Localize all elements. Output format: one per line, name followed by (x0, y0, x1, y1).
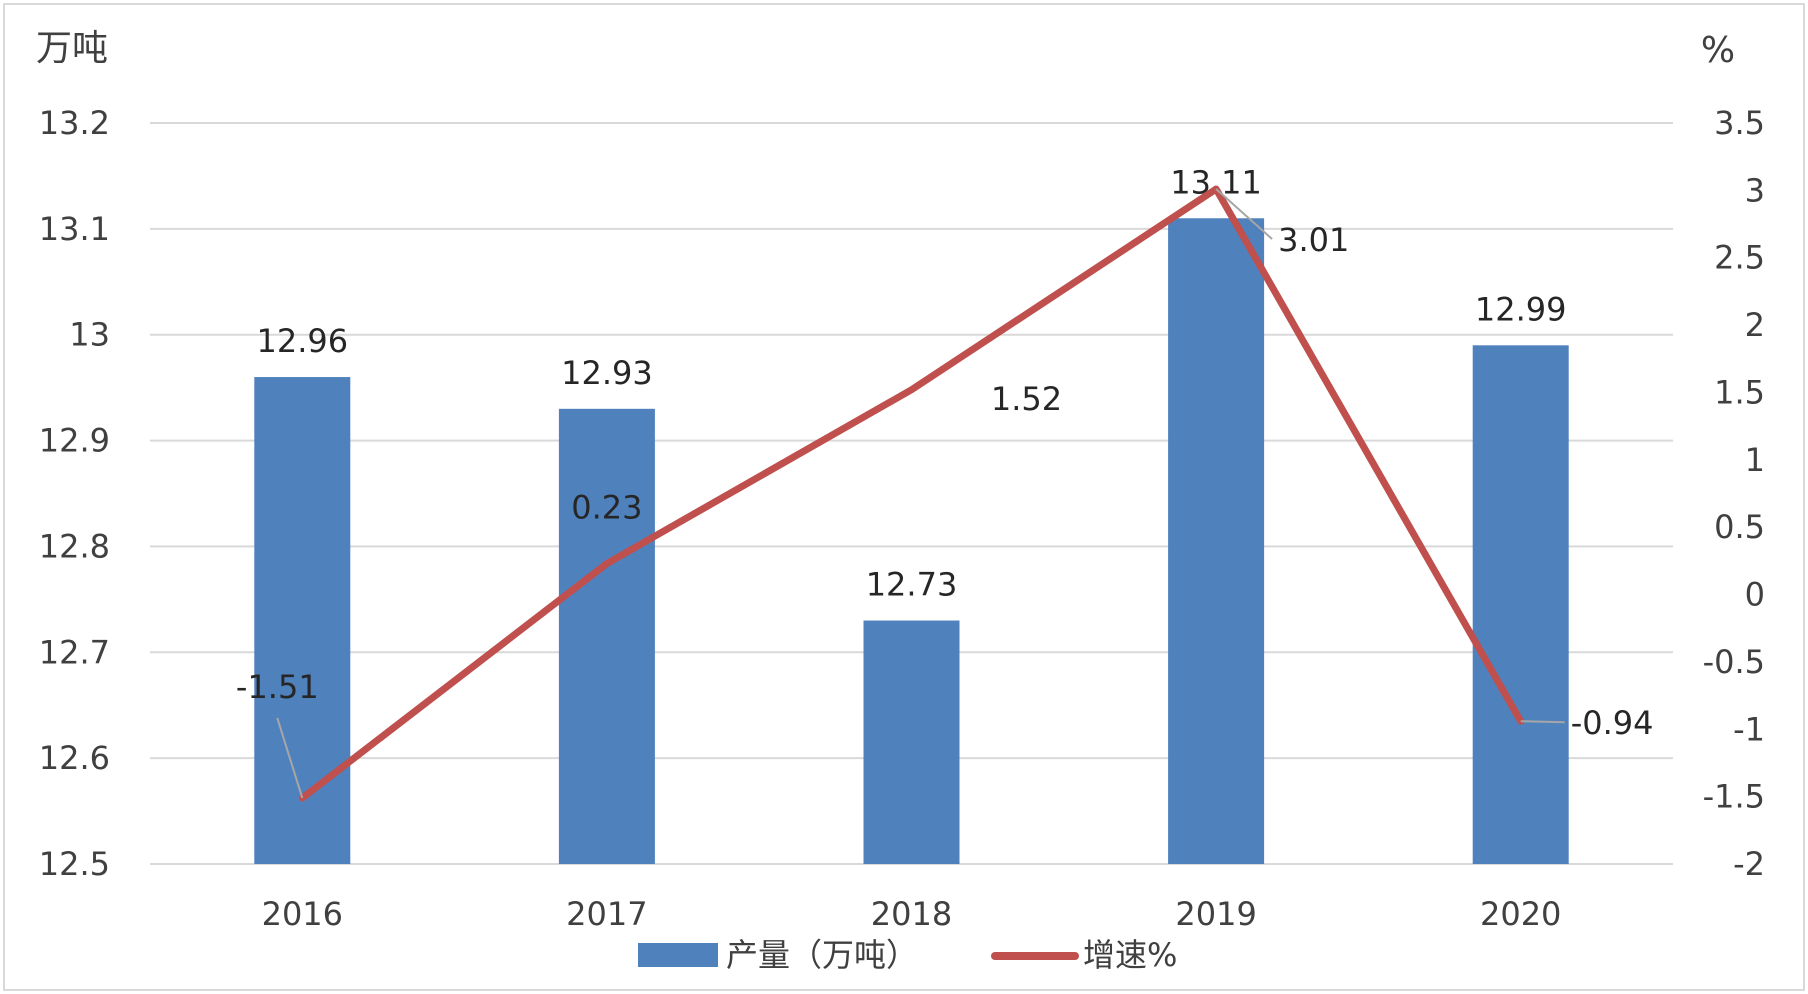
line-data-label: 1.52 (991, 380, 1062, 418)
label-leader-line (276, 717, 304, 799)
chart-border (3, 3, 1805, 991)
left-tick-label: 12.5 (39, 845, 110, 883)
gridlines (150, 122, 1673, 865)
bar-series (254, 218, 1569, 864)
right-tick-label: 3.5 (1714, 104, 1765, 142)
right-tick-label: -1 (1733, 710, 1765, 748)
left-axis-unit: 万吨 (36, 28, 108, 69)
line-data-labels: -1.51 0.23 1.52 3.01 -0.94 (236, 188, 1654, 799)
left-tick-label: 12.7 (39, 633, 110, 671)
right-tick-label: 1.5 (1714, 373, 1765, 411)
x-axis-ticks: 2016 2017 2018 2019 2020 (262, 895, 1562, 933)
legend-swatch-bar (638, 943, 718, 967)
bar (863, 620, 960, 864)
right-tick-label: -0.5 (1703, 643, 1765, 681)
label-leader-line (1520, 720, 1565, 724)
x-tick-label: 2018 (871, 895, 952, 933)
right-tick-label: 0.5 (1714, 508, 1765, 546)
right-tick-label: -2 (1733, 845, 1765, 883)
line-data-label: -0.94 (1571, 704, 1654, 742)
right-tick-label: 2 (1745, 306, 1765, 344)
left-tick-label: 12.6 (39, 739, 110, 777)
bar (558, 408, 655, 864)
right-tick-label: 2.5 (1714, 239, 1765, 277)
line-data-label: -1.51 (236, 668, 319, 706)
bar-data-label: 12.73 (866, 566, 958, 604)
bar-data-label: 12.99 (1475, 290, 1567, 328)
right-tick-label: -1.5 (1703, 778, 1765, 816)
right-axis-unit: % (1701, 30, 1735, 71)
bar-data-label: 12.96 (256, 322, 348, 360)
left-tick-label: 12.9 (39, 422, 110, 460)
legend-label-line: 增速% (1083, 936, 1177, 974)
left-axis-ticks: 12.5 12.6 12.7 12.8 12.9 13 13.1 13.2 (39, 104, 110, 883)
bar-data-label: 12.93 (561, 354, 653, 392)
bar (254, 377, 351, 864)
x-tick-label: 2019 (1175, 895, 1256, 933)
x-tick-label: 2016 (262, 895, 343, 933)
right-tick-label: 3 (1745, 171, 1765, 209)
label-leader-line (1215, 188, 1273, 240)
left-tick-label: 13.1 (39, 210, 110, 248)
left-tick-label: 12.8 (39, 527, 110, 565)
right-tick-label: 1 (1745, 441, 1765, 479)
legend-label-bar: 产量（万吨） (726, 936, 918, 974)
bar (1472, 345, 1569, 864)
line-series (298, 185, 1525, 802)
left-tick-label: 13.2 (39, 104, 110, 142)
x-tick-label: 2020 (1480, 895, 1561, 933)
x-tick-label: 2017 (566, 895, 647, 933)
bar (1168, 218, 1265, 864)
growth-line (298, 185, 1525, 802)
legend: 产量（万吨） 增速% (638, 936, 1177, 974)
right-tick-label: 0 (1745, 576, 1765, 614)
left-tick-label: 13 (69, 316, 110, 354)
line-data-label: 0.23 (571, 489, 642, 527)
line-data-label: 3.01 (1278, 221, 1349, 259)
right-axis-ticks: -2 -1.5 -1 -0.5 0 0.5 1 1.5 2 2.5 3 3.5 (1703, 104, 1765, 883)
